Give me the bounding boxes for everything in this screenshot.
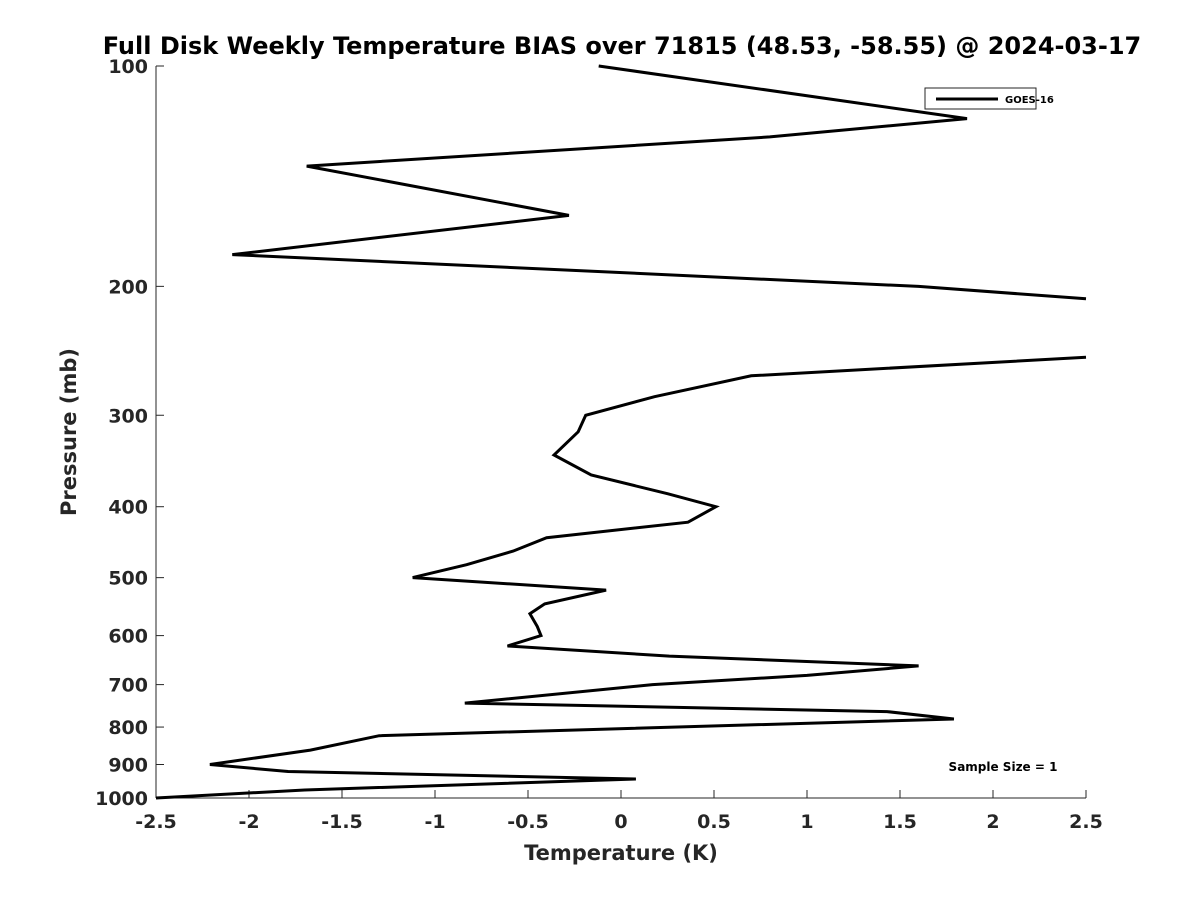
- chart-title: Full Disk Weekly Temperature BIAS over 7…: [103, 32, 1142, 60]
- x-tick-label: 1.5: [883, 811, 917, 833]
- x-tick-label: 2.5: [1069, 811, 1103, 833]
- x-tick-label: -2.5: [135, 811, 177, 833]
- sample-size-note: Sample Size = 1: [949, 760, 1058, 774]
- y-tick-label: 400: [108, 497, 148, 519]
- series-line-goes-16-segment-1: [232, 64, 1087, 301]
- y-tick-label: 800: [108, 717, 148, 739]
- y-tick-label: 300: [108, 405, 148, 427]
- x-tick-label: 2: [986, 811, 999, 833]
- series-line-goes-16-segment-2: [155, 355, 1087, 800]
- y-tick-label: 200: [108, 276, 148, 298]
- legend-label-goes-16: GOES-16: [1005, 95, 1054, 106]
- legend: GOES-16: [924, 87, 1054, 110]
- x-tick-label: -0.5: [507, 811, 549, 833]
- x-ticks: -2.5 -2 -1.5 -1 -0.5 0 0.5 1 1.5 2 2.5: [135, 790, 1103, 833]
- x-tick-label: -2: [238, 811, 259, 833]
- x-tick-label: 0.5: [697, 811, 731, 833]
- y-ticks: 100 200 300 400 500 600 700 800 900 1000: [95, 56, 164, 810]
- y-tick-label: 500: [108, 568, 148, 590]
- y-tick-label: 1000: [95, 788, 148, 810]
- x-tick-label: 1: [800, 811, 813, 833]
- x-tick-label: -1.5: [321, 811, 363, 833]
- y-axis-label: Pressure (mb): [57, 348, 81, 516]
- y-tick-label: 700: [108, 675, 148, 697]
- y-tick-label: 600: [108, 626, 148, 648]
- y-tick-label: 900: [108, 755, 148, 777]
- x-tick-label: -1: [424, 811, 445, 833]
- x-axis-label: Temperature (K): [524, 841, 718, 865]
- x-tick-label: 0: [614, 811, 627, 833]
- y-tick-label: 100: [108, 56, 148, 78]
- series-layer: [155, 64, 1087, 800]
